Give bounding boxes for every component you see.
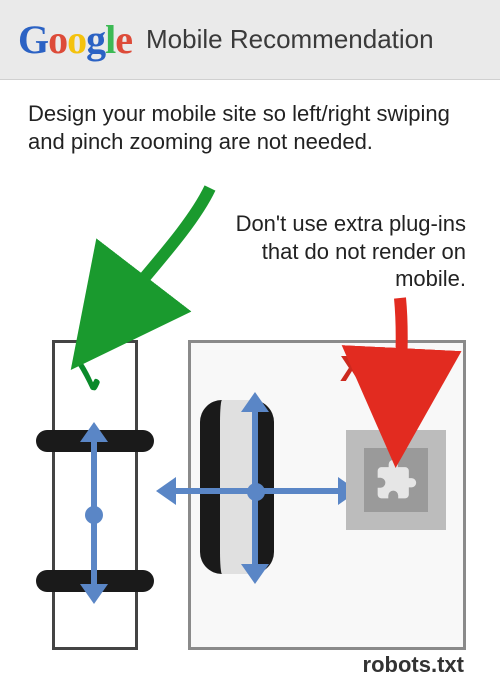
arrow-dot-icon	[247, 483, 265, 501]
plugin-box	[346, 430, 446, 530]
arrow-dot-icon	[85, 506, 103, 524]
header-subtitle: Mobile Recommendation	[146, 24, 434, 55]
diagram-canvas: Design your mobile site so left/right sw…	[0, 80, 500, 700]
google-logo: Google	[18, 16, 132, 63]
logo-letter: e	[115, 17, 132, 62]
logo-letter: G	[18, 17, 48, 62]
tip-text-2: Don't use extra plug-ins that do not ren…	[206, 210, 466, 293]
logo-letter: o	[48, 17, 67, 62]
tip-text-1: Design your mobile site so left/right sw…	[28, 100, 468, 155]
arrow-down-icon	[80, 584, 108, 604]
vertical-arrow-good	[91, 440, 97, 586]
logo-letter: o	[67, 17, 86, 62]
logo-letter: l	[105, 17, 115, 62]
arrow-up-icon	[241, 392, 269, 412]
header-bar: Google Mobile Recommendation	[0, 0, 500, 80]
plugin-inner	[364, 448, 428, 512]
green-callout-arrow-icon	[100, 188, 210, 332]
logo-letter: g	[86, 17, 105, 62]
check-icon: ✓	[64, 348, 110, 407]
arrow-down-icon	[241, 564, 269, 584]
arrow-up-icon	[80, 422, 108, 442]
arrow-left-icon	[156, 477, 176, 505]
puzzle-icon	[374, 458, 418, 502]
footer-label: robots.txt	[363, 652, 464, 678]
x-icon: X	[340, 348, 364, 390]
